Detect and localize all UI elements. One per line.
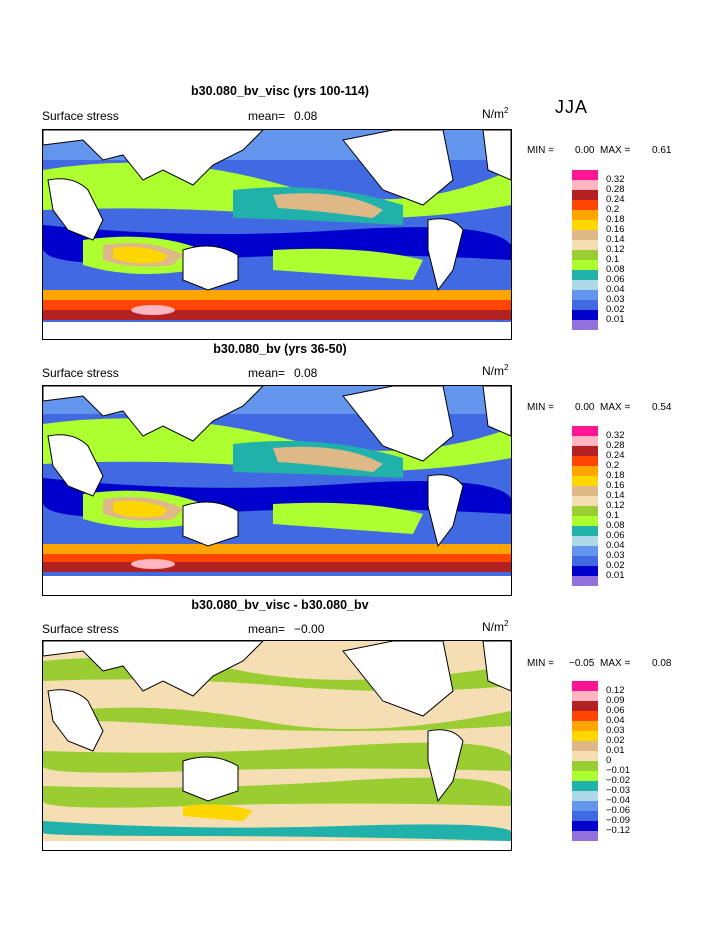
panel-3-map	[42, 640, 512, 851]
panel-3-units: N/m2	[482, 619, 509, 634]
panel-3-map-svg	[43, 641, 511, 850]
panel-2-cb-label: 0.18	[606, 470, 625, 481]
panel-1-cb-label: 0.1	[606, 254, 620, 265]
panel-1-map	[42, 129, 512, 340]
panel-2-cb-label: 0.08	[606, 520, 625, 531]
panel-2-cb-label: 0.14	[606, 490, 625, 501]
panel-1-cb-label: 0.03	[606, 294, 625, 305]
panel-2-cb-label: 0.02	[606, 560, 625, 571]
season-label: JJA	[555, 97, 589, 117]
panel-2-cb-label: 0.28	[606, 440, 625, 451]
panel-2-map	[42, 385, 512, 596]
panel-3-colorbar-swatches	[572, 681, 598, 841]
panel-2-cb-label: 0.01	[606, 570, 625, 581]
panel-3-title: b30.080_bv_visc - b30.080_bv	[191, 598, 369, 612]
panel-3-max-value: 0.08	[652, 658, 672, 669]
panel-3-cb-label: 0.03	[606, 725, 625, 736]
panel-3-cb-label: 0.09	[606, 695, 625, 706]
panel-2-cb-label: 0.24	[606, 450, 625, 461]
panel-2-units: N/m2	[482, 363, 509, 378]
panel-1-cb-label: 0.18	[606, 214, 625, 225]
panel-3-cb-label: −0.06	[606, 805, 631, 816]
panel-1-cb-label: 0.28	[606, 184, 625, 195]
panel-1-cb-label: 0.2	[606, 204, 620, 215]
panel-3-cb-label: 0.04	[606, 715, 625, 726]
panel-3-max-label: MAX =	[600, 658, 631, 669]
panel-2-max-label: MAX =	[600, 402, 631, 413]
panel-3-cb-label: 0.02	[606, 735, 625, 746]
panel-1-map-svg	[43, 130, 511, 339]
panel-1-cb-label: 0.02	[606, 304, 625, 315]
panel-3-min-value: −0.05	[569, 658, 595, 669]
panel-2-cb-label: 0.1	[606, 510, 620, 521]
panel-2-mean-value: 0.08	[294, 366, 318, 380]
panel-3-cb-label: −0.09	[606, 815, 631, 826]
panel-3-cb-label: −0.04	[606, 795, 631, 806]
panel-3-mean-label: mean=	[248, 622, 286, 636]
panel-1-max-label: MAX =	[600, 145, 631, 156]
panel-2-cb-label: 0.16	[606, 480, 625, 491]
panel-3-cb-label: 0.06	[606, 705, 625, 716]
panel-2-colorbar-labels: 0.32 0.28 0.24 0.2 0.18 0.16 0.14 0.12 0…	[606, 431, 646, 581]
panel-1-cb-label: 0.24	[606, 194, 625, 205]
panel-1-cb-label: 0.32	[606, 174, 625, 185]
panel-2-max-value: 0.54	[652, 402, 672, 413]
panel-3-cb-label: 0	[606, 755, 612, 766]
panel-1-title: b30.080_bv_visc (yrs 100-114)	[191, 84, 369, 98]
panel-3-mean-value: −0.00	[294, 622, 325, 636]
panel-3-min-label: MIN =	[527, 658, 554, 669]
panel-1-cb-label: 0.12	[606, 244, 625, 255]
panel-1-cb-label: 0.06	[606, 274, 625, 285]
panel-2-colorbar	[572, 426, 598, 586]
panel-1-mean-label: mean=	[248, 109, 286, 123]
panel-1-units: N/m2	[482, 106, 509, 121]
panel-3-cb-label: −0.01	[606, 765, 631, 776]
panel-2-mean-label: mean=	[248, 366, 286, 380]
panel-1-colorbar-swatches	[572, 170, 598, 330]
panel-1-cb-label: 0.01	[606, 314, 625, 325]
panel-1-min-value: 0.00	[575, 145, 595, 156]
panel-2-subtitle: Surface stress	[42, 366, 119, 380]
panel-2-cb-label: 0.06	[606, 530, 625, 541]
panel-1-cb-label: 0.14	[606, 234, 625, 245]
panel-3-cb-label: 0.01	[606, 745, 625, 756]
panel-1-min-label: MIN =	[527, 145, 554, 156]
panel-2-map-svg	[43, 386, 511, 595]
panel-1-colorbar-labels: 0.32 0.28 0.24 0.2 0.18 0.16 0.14 0.12 0…	[606, 175, 646, 325]
panel-3-colorbar-labels: 0.12 0.09 0.06 0.04 0.03 0.02 0.01 0 −0.…	[606, 686, 646, 836]
panel-2-colorbar-swatches	[572, 426, 598, 586]
panel-2-cb-label: 0.04	[606, 540, 625, 551]
panel-2-cb-label: 0.12	[606, 500, 625, 511]
panel-1-cb-label: 0.16	[606, 224, 625, 235]
panel-1-mean-value: 0.08	[294, 109, 318, 123]
panel-1-max-value: 0.61	[652, 145, 672, 156]
panel-1-cb-label: 0.08	[606, 264, 625, 275]
panel-3-cb-label: 0.12	[606, 685, 625, 696]
panel-2-title: b30.080_bv (yrs 36-50)	[213, 342, 347, 356]
panel-2-min-value: 0.00	[575, 402, 595, 413]
panel-2-cb-label: 0.32	[606, 430, 625, 441]
panel-3-cb-label: −0.02	[606, 775, 631, 786]
panel-1-colorbar	[572, 170, 598, 330]
panel-3-colorbar	[572, 681, 598, 841]
panel-2-cb-label: 0.03	[606, 550, 625, 561]
panel-2-cb-label: 0.2	[606, 460, 620, 471]
panel-1-cb-label: 0.04	[606, 284, 625, 295]
panel-2-min-label: MIN =	[527, 402, 554, 413]
panel-3-cb-label: −0.12	[606, 825, 631, 836]
panel-1-subtitle: Surface stress	[42, 109, 119, 123]
panel-3-subtitle: Surface stress	[42, 622, 119, 636]
panel-3-cb-label: −0.03	[606, 785, 631, 796]
